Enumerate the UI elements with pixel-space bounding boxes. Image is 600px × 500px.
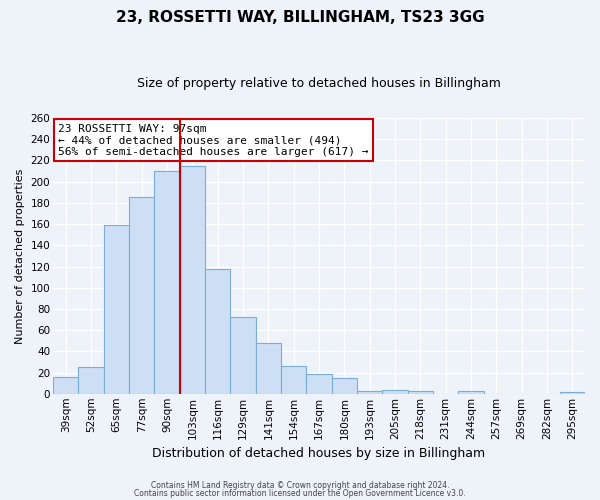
Text: Contains public sector information licensed under the Open Government Licence v3: Contains public sector information licen… [134, 488, 466, 498]
Bar [458, 390, 484, 394]
Bar [79, 368, 104, 394]
Bar [180, 166, 205, 394]
Y-axis label: Number of detached properties: Number of detached properties [15, 168, 25, 344]
Title: Size of property relative to detached houses in Billingham: Size of property relative to detached ho… [137, 78, 501, 90]
Bar [256, 343, 281, 394]
Bar [382, 390, 407, 394]
Text: Contains HM Land Registry data © Crown copyright and database right 2024.: Contains HM Land Registry data © Crown c… [151, 481, 449, 490]
X-axis label: Distribution of detached houses by size in Billingham: Distribution of detached houses by size … [152, 447, 485, 460]
Bar [281, 366, 307, 394]
Bar [104, 225, 129, 394]
Text: 23, ROSSETTI WAY, BILLINGHAM, TS23 3GG: 23, ROSSETTI WAY, BILLINGHAM, TS23 3GG [116, 10, 484, 25]
Text: 23 ROSSETTI WAY: 97sqm
← 44% of detached houses are smaller (494)
56% of semi-de: 23 ROSSETTI WAY: 97sqm ← 44% of detached… [58, 124, 369, 157]
Bar [230, 318, 256, 394]
Bar [129, 196, 154, 394]
Bar [560, 392, 585, 394]
Bar [332, 378, 357, 394]
Bar [154, 171, 180, 394]
Bar [53, 377, 79, 394]
Bar [407, 390, 433, 394]
Bar [307, 374, 332, 394]
Bar [357, 390, 382, 394]
Bar [205, 268, 230, 394]
